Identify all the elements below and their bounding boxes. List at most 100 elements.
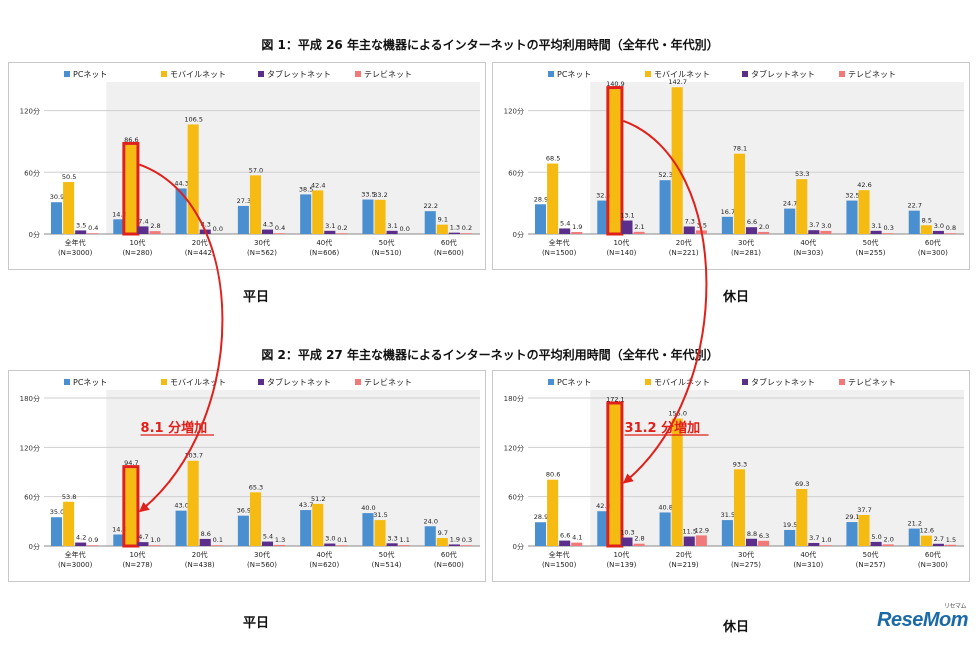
bar-mobile [547,163,559,234]
data-label: 9.1 [438,216,448,224]
category-label: (N=600) [434,561,464,569]
legend-label-tablet: タブレットネット [751,69,815,79]
legend-label-pc: PCネット [557,70,591,79]
data-label: 31.5 [373,511,387,519]
comparison-arrow-weekday [138,163,224,513]
data-label: 1.1 [400,536,410,544]
highlight-box [606,86,624,236]
data-label: 4.3 [263,221,273,229]
bar-tv [882,544,894,546]
category-label: (N=562) [247,249,277,257]
highlight-box [122,141,140,236]
legend-label-tv: テレビネット [364,70,412,79]
category-label: 10代 [129,238,145,247]
data-label: 1.0 [150,536,160,544]
category-label: 10代 [613,238,629,247]
bar-pc [300,194,312,234]
logo-text: ReseMom [877,609,968,631]
data-label: 50.5 [62,173,76,181]
data-label: 32.5 [596,192,610,200]
data-label: 65.3 [249,483,263,491]
data-label: 44.3 [174,179,188,187]
data-label: 78.1 [733,145,747,153]
bar-tablet [621,220,633,234]
category-label: (N=310) [793,561,823,569]
category-label: (N=280) [122,249,152,257]
category-label: (N=257) [856,561,886,569]
bar-mobile [436,538,448,546]
legend-label-pc: PCネット [73,378,107,387]
y-tick-label: 180分 [20,394,40,403]
data-label: 3.5 [76,221,86,229]
y-tick-label: 60分 [24,168,40,177]
bar-mobile [920,535,932,546]
data-label: 0.3 [462,536,472,544]
data-label: 19.5 [783,521,797,529]
data-label: 3.3 [387,534,397,542]
category-label: (N=3000) [58,561,93,569]
bar-pc [300,510,312,546]
data-label: 1.3 [450,224,460,232]
data-label: 42.6 [857,181,871,189]
bar-pc [721,216,733,234]
bar-tv [633,231,645,234]
y-tick-label: 0分 [513,230,524,239]
data-label: 106.5 [184,115,203,123]
resemom-logo: ReseMom リセマム [877,604,968,632]
data-label: 94.7 [124,459,138,467]
data-label: 43.7 [299,501,313,509]
legend-swatch-pc [64,379,70,385]
category-label: (N=3000) [58,249,93,257]
data-label: 2.1 [634,223,644,231]
bar-mobile [671,87,683,234]
data-label: 1.3 [275,536,285,544]
data-label: 3.0 [821,222,831,230]
bar-mobile [249,492,261,546]
bar-mobile [187,124,199,234]
data-label: 52.3 [658,171,672,179]
data-label: 9.7 [438,529,448,537]
bar-mobile [374,520,386,546]
bar-mobile [733,469,745,546]
bar-tablet [559,228,571,234]
category-label: 40代 [800,238,816,247]
legend-label-mobile: モバイルネット [170,70,226,79]
data-label: 0.2 [337,224,347,232]
data-label: 1.9 [450,535,460,543]
bar-tv [695,535,707,546]
chart-2015-weekday: 0分 60分 120分 180分 PCネット モバイルネット タブレットネット テレビネット 3… [8,370,486,582]
bar-tv [460,545,472,546]
category-label: 60代 [441,550,457,559]
legend-label-tablet: タブレットネット [267,69,331,79]
data-label: 12.9 [695,526,709,534]
category-label: 10代 [613,550,629,559]
bar-mobile [312,503,324,546]
data-label: 28.9 [534,195,548,203]
data-label: 0.4 [275,224,285,232]
data-label: 29.1 [845,513,859,521]
highlight-box [606,401,624,548]
bar-mobile [125,468,137,546]
category-label: (N=300) [918,561,948,569]
data-label: 16.7 [721,208,735,216]
data-label: 3.5 [697,221,707,229]
data-label: 0.3 [884,224,894,232]
data-label: 37.7 [857,506,871,514]
bar-tv [149,545,161,546]
bar-pc [237,515,249,546]
data-label: 14.0 [112,525,126,533]
data-label: 2.8 [634,535,644,543]
bar-pc [424,211,436,234]
category-label: 全年代 [65,550,86,559]
data-label: 140.9 [606,80,625,88]
bar-pc [659,180,671,234]
data-label: 0.0 [213,225,223,233]
data-label: 1.0 [821,536,831,544]
bar-tv [274,233,286,234]
bar-tablet [75,542,87,546]
data-label: 22.7 [908,202,922,210]
chart-2014-holiday: 0分 60分 120分 PCネット モバイルネット タブレットネット テレビネット 28.9 6… [492,62,970,270]
data-label: 30.9 [50,193,64,201]
category-label: (N=255) [856,249,886,257]
data-label: 2.7 [934,535,944,543]
